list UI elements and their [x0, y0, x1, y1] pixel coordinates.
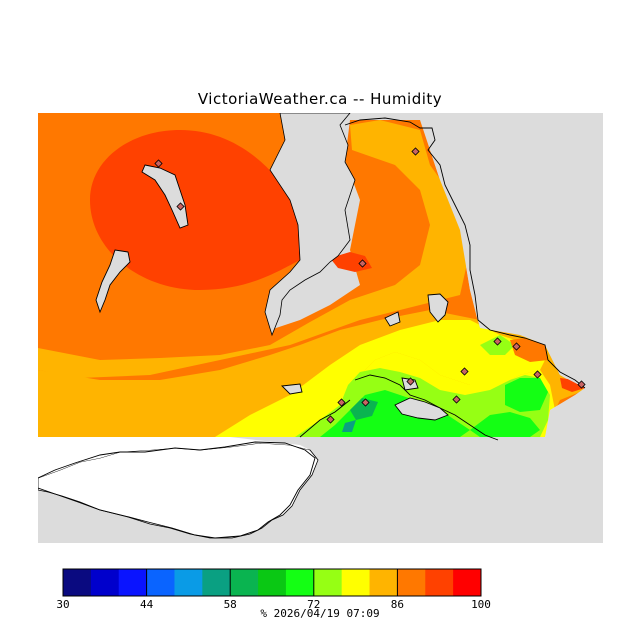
olympic-water-strip	[38, 437, 310, 478]
legend-footer: % 2026/04/19 07:09	[0, 607, 640, 620]
coastlines	[38, 117, 586, 539]
legend-swatch	[285, 569, 315, 596]
mainland-grey	[420, 113, 603, 437]
legend-ticks: 30 44 58 72 86 100	[56, 569, 491, 611]
legend-swatch	[202, 569, 231, 596]
legend-swatch	[258, 569, 287, 596]
legend-swatch	[90, 569, 120, 596]
legend-swatch	[118, 569, 148, 596]
legend-swatch	[369, 569, 398, 596]
legend-swatch	[397, 569, 426, 596]
legend-tick-label: 44	[140, 598, 154, 611]
legend-tick-label: 30	[56, 598, 69, 611]
legend-swatch	[341, 569, 371, 596]
legend-tick-label: 72	[307, 598, 320, 611]
unit-label: %	[260, 607, 268, 620]
legend-tick-label: 58	[224, 598, 237, 611]
legend-swatch	[453, 569, 482, 596]
humidity-color-scale	[63, 569, 482, 596]
legend-border	[62, 568, 482, 597]
legend-swatch	[174, 569, 203, 596]
legend-tick-label: 100	[471, 598, 491, 611]
legend-swatch	[230, 569, 259, 596]
legend-swatch	[63, 569, 92, 596]
legend-tick-label: 86	[391, 598, 404, 611]
timestamp: 2026/04/19 07:09	[273, 607, 380, 620]
map-title: VictoriaWeather.ca -- Humidity	[197, 90, 443, 108]
strait-grey-top	[264, 113, 356, 337]
islands	[95, 164, 449, 421]
weather-stations	[154, 147, 586, 424]
legend-swatch	[313, 569, 343, 596]
legend-swatch	[425, 569, 454, 596]
legend-swatch	[146, 569, 175, 596]
